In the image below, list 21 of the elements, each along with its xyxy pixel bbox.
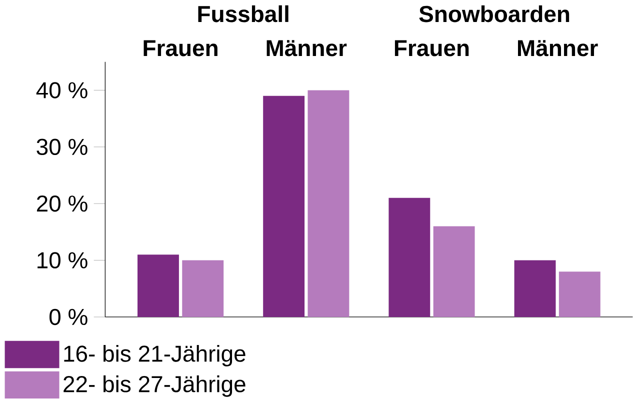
y-tick-label: 0 %: [50, 308, 88, 326]
bar: [514, 260, 556, 318]
legend-label: 16- bis 21-Jährige: [64, 345, 246, 367]
bar: [558, 272, 600, 318]
text: Snowboarden: [419, 5, 570, 22]
bar: [308, 90, 350, 318]
legend-label: 22- bis 27-Jährige: [64, 376, 246, 397]
x-tick-label: Männer: [518, 40, 598, 56]
bar: [138, 254, 179, 318]
text: Fussball: [198, 5, 288, 22]
y-tick-label: 40 %: [36, 82, 88, 98]
x-tick-label: Frauen: [144, 40, 218, 56]
y-tick-label: 30 %: [36, 138, 88, 156]
y-tick-label: 10 %: [38, 252, 88, 269]
x-tick-label: Frauen: [394, 40, 469, 56]
y-tick-label: 20 %: [36, 196, 88, 212]
bar: [433, 226, 475, 318]
bar: [388, 198, 430, 318]
bar: [182, 260, 224, 318]
x-tick-label: Männer: [266, 40, 347, 56]
bar: [263, 96, 305, 318]
